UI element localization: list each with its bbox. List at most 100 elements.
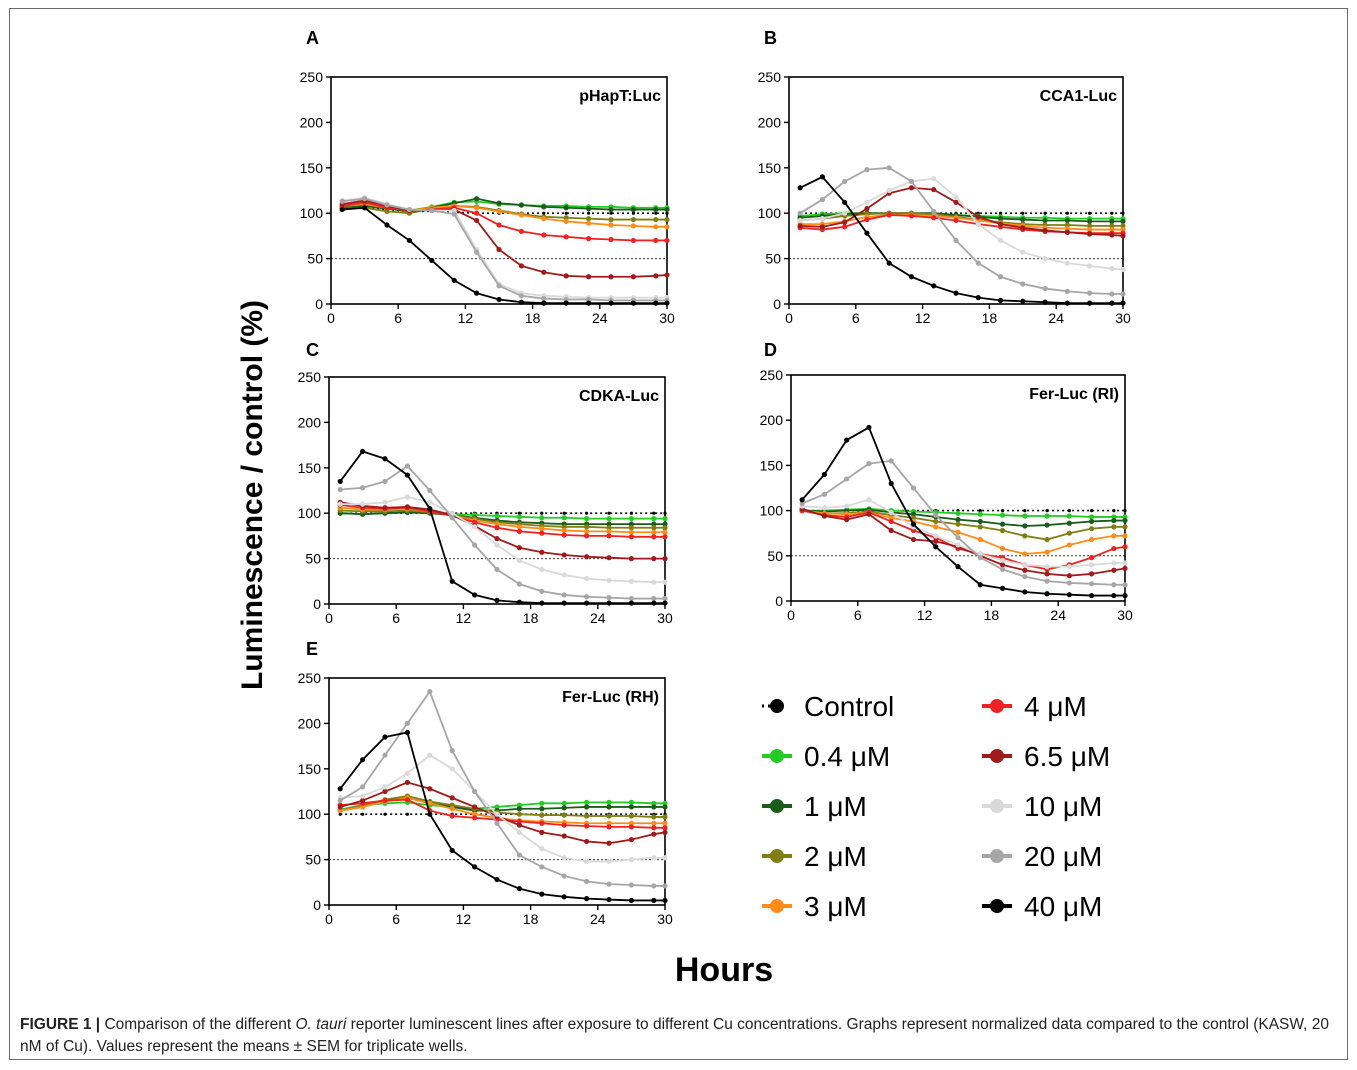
series-line: [340, 504, 665, 538]
data-point: [494, 804, 500, 810]
y-tick-label: 150: [758, 160, 782, 176]
data-point: [1044, 536, 1050, 543]
data-point: [628, 837, 635, 843]
data-point: [1064, 229, 1070, 235]
series: [797, 174, 1126, 306]
y-tick-label: 100: [300, 205, 324, 221]
data-point: [1120, 300, 1126, 306]
data-point: [474, 249, 480, 255]
data-point: [1109, 291, 1115, 297]
data-point: [539, 864, 545, 870]
data-point: [977, 536, 983, 543]
data-point: [449, 795, 455, 801]
legend-item: Control: [762, 691, 894, 722]
data-point: [561, 524, 567, 530]
data-point: [404, 770, 410, 776]
data-point: [472, 519, 478, 525]
series: [339, 205, 670, 306]
data-point: [404, 720, 410, 727]
data-point: [474, 210, 480, 216]
data-point: [494, 876, 500, 883]
data-point: [561, 855, 567, 861]
data-point: [933, 538, 939, 544]
data-point: [449, 802, 455, 808]
data-point: [1087, 263, 1093, 269]
data-point: [472, 864, 478, 870]
data-point: [628, 799, 635, 805]
data-point: [541, 300, 547, 306]
data-point: [584, 524, 590, 530]
data-point: [653, 300, 659, 306]
x-tick-label: 18: [525, 310, 541, 326]
data-point: [587, 211, 591, 215]
data-point: [1066, 542, 1072, 548]
data-point: [384, 222, 390, 228]
data-point: [1111, 533, 1117, 539]
figure-frame: [9, 8, 1348, 1060]
panel-title: Fer-Luc (RI): [1029, 386, 1119, 403]
data-point: [518, 263, 525, 269]
data-point: [1089, 514, 1095, 520]
data-point: [999, 585, 1006, 591]
x-tick-label: 0: [785, 310, 793, 326]
x-tick-label: 30: [657, 610, 673, 626]
data-point: [540, 511, 544, 515]
data-point: [797, 223, 803, 229]
data-point: [563, 273, 569, 279]
data-point: [844, 476, 850, 482]
data-point: [449, 510, 455, 516]
data-point: [561, 532, 567, 538]
data-point: [651, 521, 657, 527]
panel-letter: A: [306, 28, 319, 48]
caption-species: O. tauri: [295, 1016, 347, 1033]
series: [797, 176, 1126, 273]
x-tick-label: 30: [1117, 607, 1133, 623]
data-point: [844, 503, 850, 509]
data-point: [652, 511, 656, 515]
data-point: [797, 185, 803, 191]
data-point: [1023, 509, 1027, 513]
data-point: [651, 595, 657, 602]
data-point: [1066, 520, 1072, 526]
data-point: [997, 274, 1004, 280]
y-tick-label: 250: [300, 69, 324, 85]
legend-label: Control: [804, 691, 894, 722]
data-point: [584, 813, 590, 819]
data-point: [518, 228, 525, 234]
legend-swatch-dot: [990, 699, 1004, 713]
data-point: [628, 578, 635, 584]
panel-b: B 0 50 100 150 200 250 0 6 12 18 24 30 CCA1-Luc: [758, 28, 1131, 326]
y-tick-label: 100: [298, 505, 322, 521]
data-point: [449, 806, 455, 812]
data-point: [999, 562, 1006, 568]
legend-label: 2 μM: [804, 841, 867, 872]
data-point: [844, 437, 850, 443]
data-point: [539, 846, 545, 852]
data-point: [451, 211, 457, 217]
data-point: [539, 515, 545, 521]
data-point: [518, 293, 525, 299]
data-point: [494, 521, 500, 527]
data-point: [382, 505, 388, 511]
data-point: [819, 196, 826, 203]
data-point: [337, 501, 343, 507]
legend-item: 1 μM: [762, 791, 867, 822]
data-point: [405, 812, 409, 816]
data-point: [1120, 291, 1126, 297]
data-point: [542, 211, 546, 215]
data-point: [496, 246, 502, 253]
series-line: [799, 166, 1123, 295]
data-point: [631, 211, 636, 215]
data-point: [561, 894, 567, 900]
data-point: [1109, 232, 1115, 238]
plot-frame: [330, 76, 668, 305]
data-point: [382, 734, 388, 740]
data-point: [516, 545, 523, 551]
data-point: [866, 424, 872, 431]
data-point: [1022, 573, 1028, 580]
series: [339, 196, 670, 303]
x-tick-label: 30: [659, 310, 675, 326]
series-line: [342, 197, 667, 302]
data-point: [384, 202, 390, 208]
data-point: [429, 257, 435, 264]
